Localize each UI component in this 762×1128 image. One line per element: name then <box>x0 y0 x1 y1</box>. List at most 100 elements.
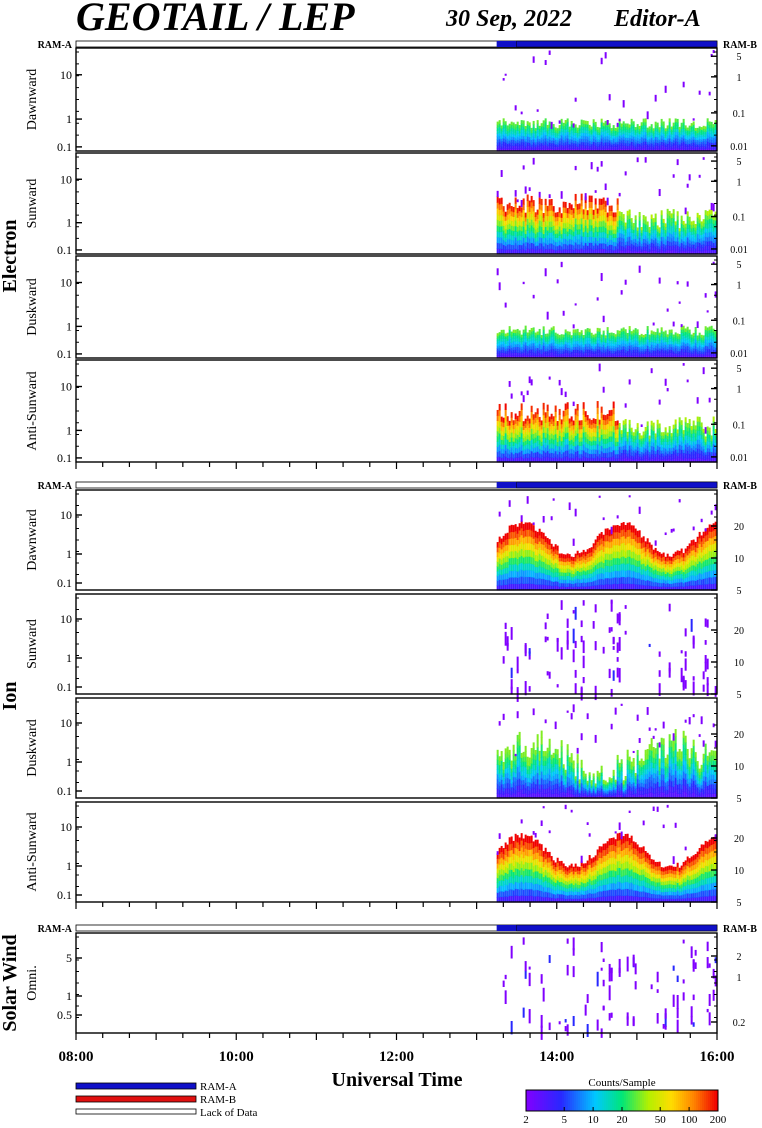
spectrogram-cell <box>528 232 531 239</box>
spectrogram-cell <box>672 249 675 255</box>
spectrogram-cell <box>610 229 613 236</box>
spectrogram-speck <box>618 192 621 197</box>
spectrogram-cell <box>706 147 709 152</box>
spectrogram-cell <box>508 126 511 130</box>
spectrogram-cell <box>622 246 625 251</box>
spectrogram-cell <box>572 131 575 136</box>
spectrogram-cell <box>522 556 525 565</box>
spectrogram-cell <box>620 442 623 447</box>
spectrogram-cell <box>662 336 665 341</box>
spectrogram-cell <box>524 146 527 150</box>
spectrogram-cell <box>564 340 567 345</box>
spectrogram-cell <box>540 139 543 144</box>
spectrogram-cell <box>650 124 653 128</box>
spectrogram-cell <box>698 457 701 463</box>
spectrogram-cell <box>582 123 585 127</box>
spectrogram-cell <box>680 148 683 152</box>
spectrogram-cell <box>572 343 575 348</box>
spectrogram-cell <box>600 336 603 340</box>
spectrogram-cell <box>666 348 669 352</box>
spectrogram-cell <box>654 124 657 129</box>
spectrogram-cell <box>602 333 605 337</box>
spectrogram-cell <box>564 432 567 440</box>
spectrogram-cell <box>576 444 579 452</box>
spectrogram-cell <box>666 143 669 147</box>
spectrogram-cell <box>528 200 531 207</box>
spectrogram-cell <box>710 240 713 246</box>
spectrogram-cell <box>662 444 665 448</box>
spectrogram-cell <box>632 238 635 243</box>
spectrogram-cell <box>620 128 623 133</box>
spectrogram-cell <box>696 225 699 230</box>
spectrogram-cell <box>650 140 653 144</box>
spectrogram-cell <box>570 425 573 431</box>
spectrogram-cell <box>514 349 517 353</box>
spectrogram-cell <box>548 443 551 449</box>
spectrogram-cell <box>670 352 673 356</box>
spectrogram-cell <box>612 140 615 144</box>
spectrogram-cell <box>558 127 561 131</box>
spectrogram-cell <box>694 330 697 334</box>
spectrogram-cell <box>618 344 621 348</box>
spectrogram-cell <box>510 437 513 443</box>
spectrogram-cell <box>668 228 671 234</box>
spectrogram-cell <box>642 128 645 133</box>
spectrogram-cell <box>708 133 711 137</box>
spectrogram-cell <box>660 138 663 142</box>
spectrogram-cell <box>630 437 633 443</box>
spectrogram-cell <box>644 128 647 133</box>
spectrogram-cell <box>504 121 507 125</box>
spectrogram-cell <box>682 325 685 330</box>
spectrogram-cell <box>682 345 685 349</box>
spectrogram-cell <box>640 229 643 234</box>
spectrogram-speck <box>526 390 529 396</box>
spectrogram-cell <box>616 453 619 459</box>
spectrogram-cell <box>614 212 617 218</box>
spectrogram-cell <box>514 124 517 128</box>
spectrogram-cell <box>546 345 549 349</box>
spectrogram-cell <box>542 217 545 222</box>
spectrogram-cell <box>598 349 601 353</box>
spectrogram-cell <box>598 148 601 152</box>
spectrogram-cell <box>658 345 661 349</box>
spectrogram-cell <box>686 326 689 331</box>
spectrogram-cell <box>644 345 647 349</box>
spectrogram-cell <box>546 225 549 231</box>
spectrogram-cell <box>538 138 541 142</box>
spectrogram-cell <box>654 332 657 336</box>
spectrogram-cell <box>680 139 683 144</box>
spectrogram-cell <box>550 345 553 350</box>
spectrogram-cell <box>708 214 711 220</box>
spectrogram-cell <box>550 242 553 250</box>
spectrogram-cell <box>692 227 695 232</box>
spectrogram-cell <box>646 441 649 447</box>
spectrogram-cell <box>704 446 707 450</box>
spectrogram-cell <box>516 346 519 350</box>
spectrogram-cell <box>620 436 623 441</box>
spectrogram-cell <box>580 119 583 124</box>
spectrogram-cell <box>546 563 549 570</box>
spectrogram-cell <box>622 142 625 146</box>
spectrogram-cell <box>540 226 543 233</box>
spectrogram-speck <box>604 183 607 191</box>
spectrogram-cell <box>520 132 523 137</box>
spectrogram-cell <box>596 327 599 332</box>
spectrogram-cell <box>628 145 631 149</box>
spectrogram-cell <box>582 432 585 439</box>
spectrogram-cell <box>596 431 599 439</box>
spectrogram-cell <box>562 341 565 345</box>
spectrogram-cell <box>584 352 587 356</box>
spectrogram-cell <box>660 232 663 238</box>
spectrogram-cell <box>522 220 525 227</box>
spectrogram-cell <box>518 416 521 422</box>
spectrogram-cell <box>526 443 529 449</box>
spectrogram-cell <box>618 245 621 251</box>
spectrogram-cell <box>684 346 687 350</box>
spectrogram-cell <box>596 134 599 138</box>
spectrogram-cell <box>564 352 567 356</box>
spectrogram-cell <box>654 142 657 146</box>
spectrogram-cell <box>518 355 521 359</box>
spectrogram-cell <box>600 237 603 244</box>
spectrogram-cell <box>548 204 551 211</box>
spectrogram-cell <box>564 135 567 140</box>
